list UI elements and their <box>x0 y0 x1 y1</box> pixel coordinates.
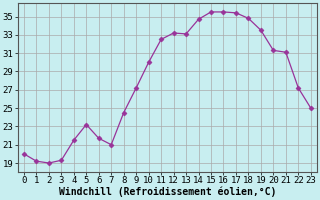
X-axis label: Windchill (Refroidissement éolien,°C): Windchill (Refroidissement éolien,°C) <box>59 187 276 197</box>
